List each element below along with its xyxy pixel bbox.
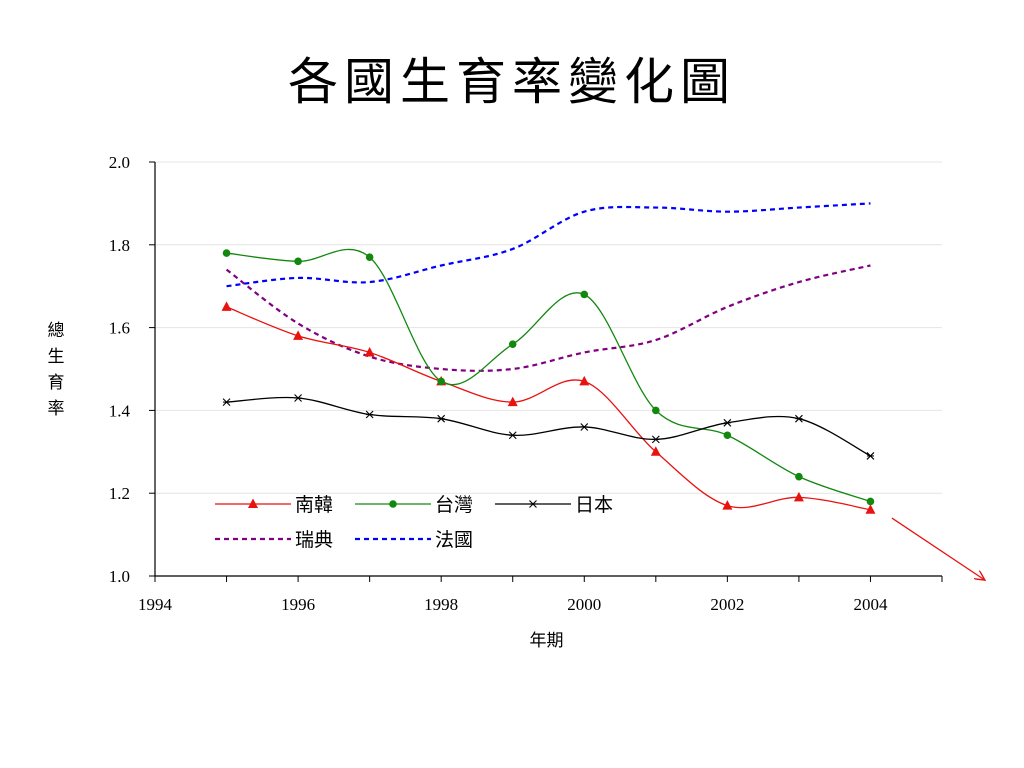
y-tick-label: 1.2 [109, 484, 130, 503]
data-point [222, 249, 231, 257]
y-axis-title-char: 率 [48, 399, 65, 419]
legend-marker [529, 500, 537, 508]
data-point [222, 398, 231, 407]
x-tick-label: 1994 [138, 595, 173, 614]
legend-item: 日本 [495, 494, 613, 516]
data-point [722, 500, 733, 510]
annotations [891, 517, 985, 580]
y-axis-title-char: 總 [48, 321, 65, 341]
x-tick-label: 2004 [853, 595, 888, 614]
data-point [437, 414, 446, 423]
data-point [508, 340, 517, 348]
x-tick-label: 2002 [710, 595, 744, 614]
axes: 1.0 1.2 1.4 1.6 1.8 2.0 1994 1996 1998 2000 2002 20… [48, 153, 943, 651]
data-point [580, 290, 589, 299]
legend-label: 台灣 [435, 494, 473, 516]
data-point [795, 472, 803, 481]
y-axis-title-char: 生 [48, 347, 65, 367]
series-line [225, 264, 871, 372]
data-point [437, 377, 445, 386]
series-1 [222, 248, 875, 506]
data-point [365, 410, 374, 419]
x-axis-title: 年期 [530, 631, 564, 651]
y-tick-label: 1.4 [109, 401, 131, 420]
data-point [294, 394, 302, 402]
series-group [221, 202, 876, 514]
data-point [652, 406, 660, 415]
y-axis-title-char: 育 [48, 373, 65, 393]
data-point [793, 491, 804, 502]
legend-marker [389, 500, 397, 508]
data-point [293, 330, 304, 340]
y-axis-title: 總生育率 [48, 321, 65, 419]
gridlines [155, 161, 942, 494]
series-3 [225, 264, 871, 372]
legend-marker [248, 498, 258, 508]
page-title: 各國生育率變化圖 [288, 53, 736, 111]
legend-label: 瑞典 [295, 529, 333, 551]
data-point [508, 431, 517, 440]
series-2 [222, 394, 875, 460]
x-tick-label: 1996 [281, 595, 315, 614]
data-point [580, 423, 589, 431]
data-point [650, 446, 661, 456]
data-point [294, 257, 302, 266]
legend-label: 日本 [575, 494, 613, 516]
series-0 [221, 301, 876, 514]
data-point [364, 346, 375, 357]
series-4 [226, 202, 871, 288]
data-point [365, 253, 374, 262]
legend-item: 瑞典 [215, 529, 333, 551]
data-point [579, 375, 590, 386]
series-line [226, 248, 871, 503]
series-line [226, 202, 871, 288]
y-tick-label: 1.6 [109, 319, 130, 338]
y-tick-label: 2.0 [109, 153, 130, 172]
data-point [723, 431, 732, 440]
legend-item: 台灣 [355, 494, 473, 516]
data-point [723, 418, 732, 427]
data-point [651, 435, 660, 444]
trend-arrow [891, 517, 985, 580]
legend-label: 法國 [435, 529, 473, 551]
data-point [866, 497, 875, 506]
series-line [226, 396, 871, 457]
legend-item: 南韓 [215, 494, 333, 516]
data-point [221, 301, 232, 311]
x-tick-label: 2000 [567, 595, 601, 614]
y-tick-label: 1.0 [109, 567, 130, 586]
data-point [507, 396, 518, 407]
data-point [866, 452, 875, 460]
y-tick-label: 1.8 [109, 236, 130, 255]
data-point [795, 414, 803, 423]
legend-label: 南韓 [295, 494, 333, 516]
legend-item: 法國 [355, 529, 473, 551]
series-line [226, 306, 871, 511]
x-tick-label: 1998 [424, 595, 458, 614]
data-point [865, 504, 876, 514]
